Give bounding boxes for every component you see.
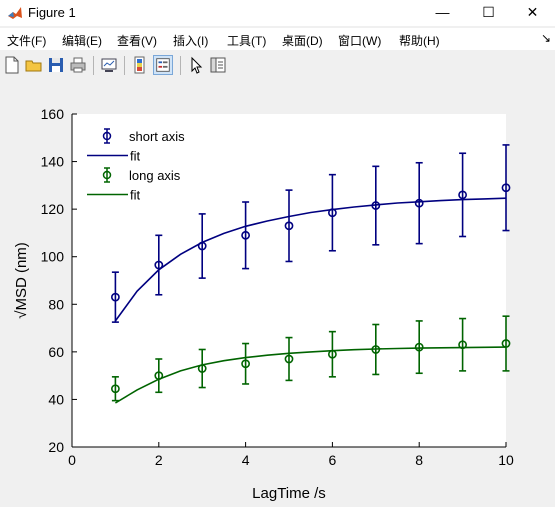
data-point (154, 371, 164, 381)
toolbar-separator (93, 56, 94, 75)
data-point (111, 384, 120, 394)
x-tick-label: 8 (415, 452, 423, 468)
data-point (197, 364, 207, 373)
data-point (197, 241, 207, 251)
menu-bar: 文件(F) 编辑(E) 查看(V) 插入(I) 工具(T) 桌面(D) 窗口(W… (0, 28, 555, 50)
y-tick-label: 100 (41, 249, 65, 265)
data-point (414, 198, 424, 208)
data-point (458, 190, 467, 200)
legend-point-marker (102, 170, 112, 180)
data-point (284, 354, 294, 364)
data-point (111, 292, 120, 302)
fit-lines (114, 197, 507, 404)
fit-line (114, 346, 507, 404)
new-figure-icon (5, 56, 19, 74)
minimize-button[interactable]: — (435, 4, 450, 20)
y-tick-label: 60 (48, 344, 64, 360)
toolbar-separator (180, 56, 181, 75)
save-icon (49, 58, 63, 72)
legend-icon (156, 58, 170, 72)
data-point (284, 221, 294, 231)
legend-label: fit (130, 149, 141, 164)
property-inspector-button[interactable] (208, 55, 228, 75)
data-point (241, 359, 250, 369)
close-button[interactable]: ✕ (526, 4, 539, 20)
x-tick-label: 10 (498, 452, 514, 468)
menu-tools[interactable]: 工具(T) (227, 34, 267, 48)
data-point (414, 342, 424, 352)
axis-ticks: 0 2 4 6 8 10 20 40 60 80 100 120 140 160 (41, 106, 514, 468)
toolbar-separator (124, 56, 125, 75)
y-tick-label: 140 (41, 154, 65, 170)
print-button[interactable] (68, 55, 88, 75)
menu-insert[interactable]: 插入(I) (173, 34, 209, 48)
legend-button[interactable] (153, 55, 173, 75)
menu-overflow-icon[interactable]: ↘ (540, 31, 551, 45)
open-file-button[interactable] (24, 55, 44, 75)
matlab-logo-icon (8, 7, 22, 19)
window-title: Figure 1 (28, 5, 76, 20)
error-bars (111, 144, 511, 402)
x-tick-label: 2 (155, 452, 163, 468)
y-tick-label: 80 (48, 296, 64, 312)
legend-point-marker (102, 131, 112, 141)
new-figure-button[interactable] (2, 55, 22, 75)
fit-line (114, 197, 507, 322)
y-axis-label: √MSD (nm) (13, 242, 30, 319)
y-tick-label: 40 (48, 391, 64, 407)
data-point (154, 260, 164, 270)
data-point (458, 340, 467, 350)
colorbar-button[interactable] (130, 55, 150, 75)
y-axis-label-text: √MSD (nm) (13, 242, 30, 319)
legend-label: fit (130, 188, 141, 203)
property-inspector-icon (210, 57, 226, 73)
menu-window[interactable]: 窗口(W) (338, 34, 382, 48)
x-tick-label: 4 (242, 452, 250, 468)
axes-background (72, 114, 506, 447)
data-point (501, 183, 511, 193)
menu-file[interactable]: 文件(F) (7, 34, 47, 48)
x-tick-label: 0 (68, 452, 76, 468)
link-plot-icon (101, 58, 117, 72)
x-axis-label: LagTime /s (252, 485, 326, 502)
axes-lines (71, 114, 506, 448)
data-point (371, 345, 381, 354)
link-plot-button[interactable] (99, 55, 119, 75)
figure-canvas: 0 2 4 6 8 10 20 40 60 80 100 120 140 160 √MSD (nm) La… (0, 80, 555, 502)
legend-label: long axis (129, 168, 181, 183)
data-point (241, 230, 250, 240)
save-button[interactable] (46, 55, 66, 75)
title-bar: Figure 1 — ☐ ✕ (0, 0, 555, 26)
print-icon (70, 57, 86, 73)
msd-plot[interactable]: 0 2 4 6 8 10 20 40 60 80 100 120 140 160 √MSD (nm) La… (0, 80, 555, 502)
legend[interactable]: short axis fit long axis fit (87, 128, 185, 203)
pointer-button[interactable] (186, 55, 206, 75)
menu-edit[interactable]: 编辑(E) (62, 34, 102, 48)
menu-help[interactable]: 帮助(H) (399, 34, 440, 48)
open-file-icon (25, 60, 42, 72)
data-point (327, 208, 337, 218)
data-point (371, 201, 381, 210)
y-tick-label: 120 (41, 201, 65, 217)
x-tick-label: 6 (329, 452, 337, 468)
data-point (327, 349, 337, 359)
data-point (501, 339, 511, 348)
menu-view[interactable]: 查看(V) (117, 34, 157, 48)
y-tick-label: 160 (41, 106, 65, 122)
menu-desktop[interactable]: 桌面(D) (282, 34, 323, 48)
toolbar (0, 52, 555, 79)
legend-label: short axis (129, 129, 185, 144)
maximize-button[interactable]: ☐ (482, 4, 495, 20)
pointer-icon (191, 56, 203, 74)
y-tick-label: 20 (48, 439, 64, 455)
colorbar-icon (134, 56, 145, 74)
